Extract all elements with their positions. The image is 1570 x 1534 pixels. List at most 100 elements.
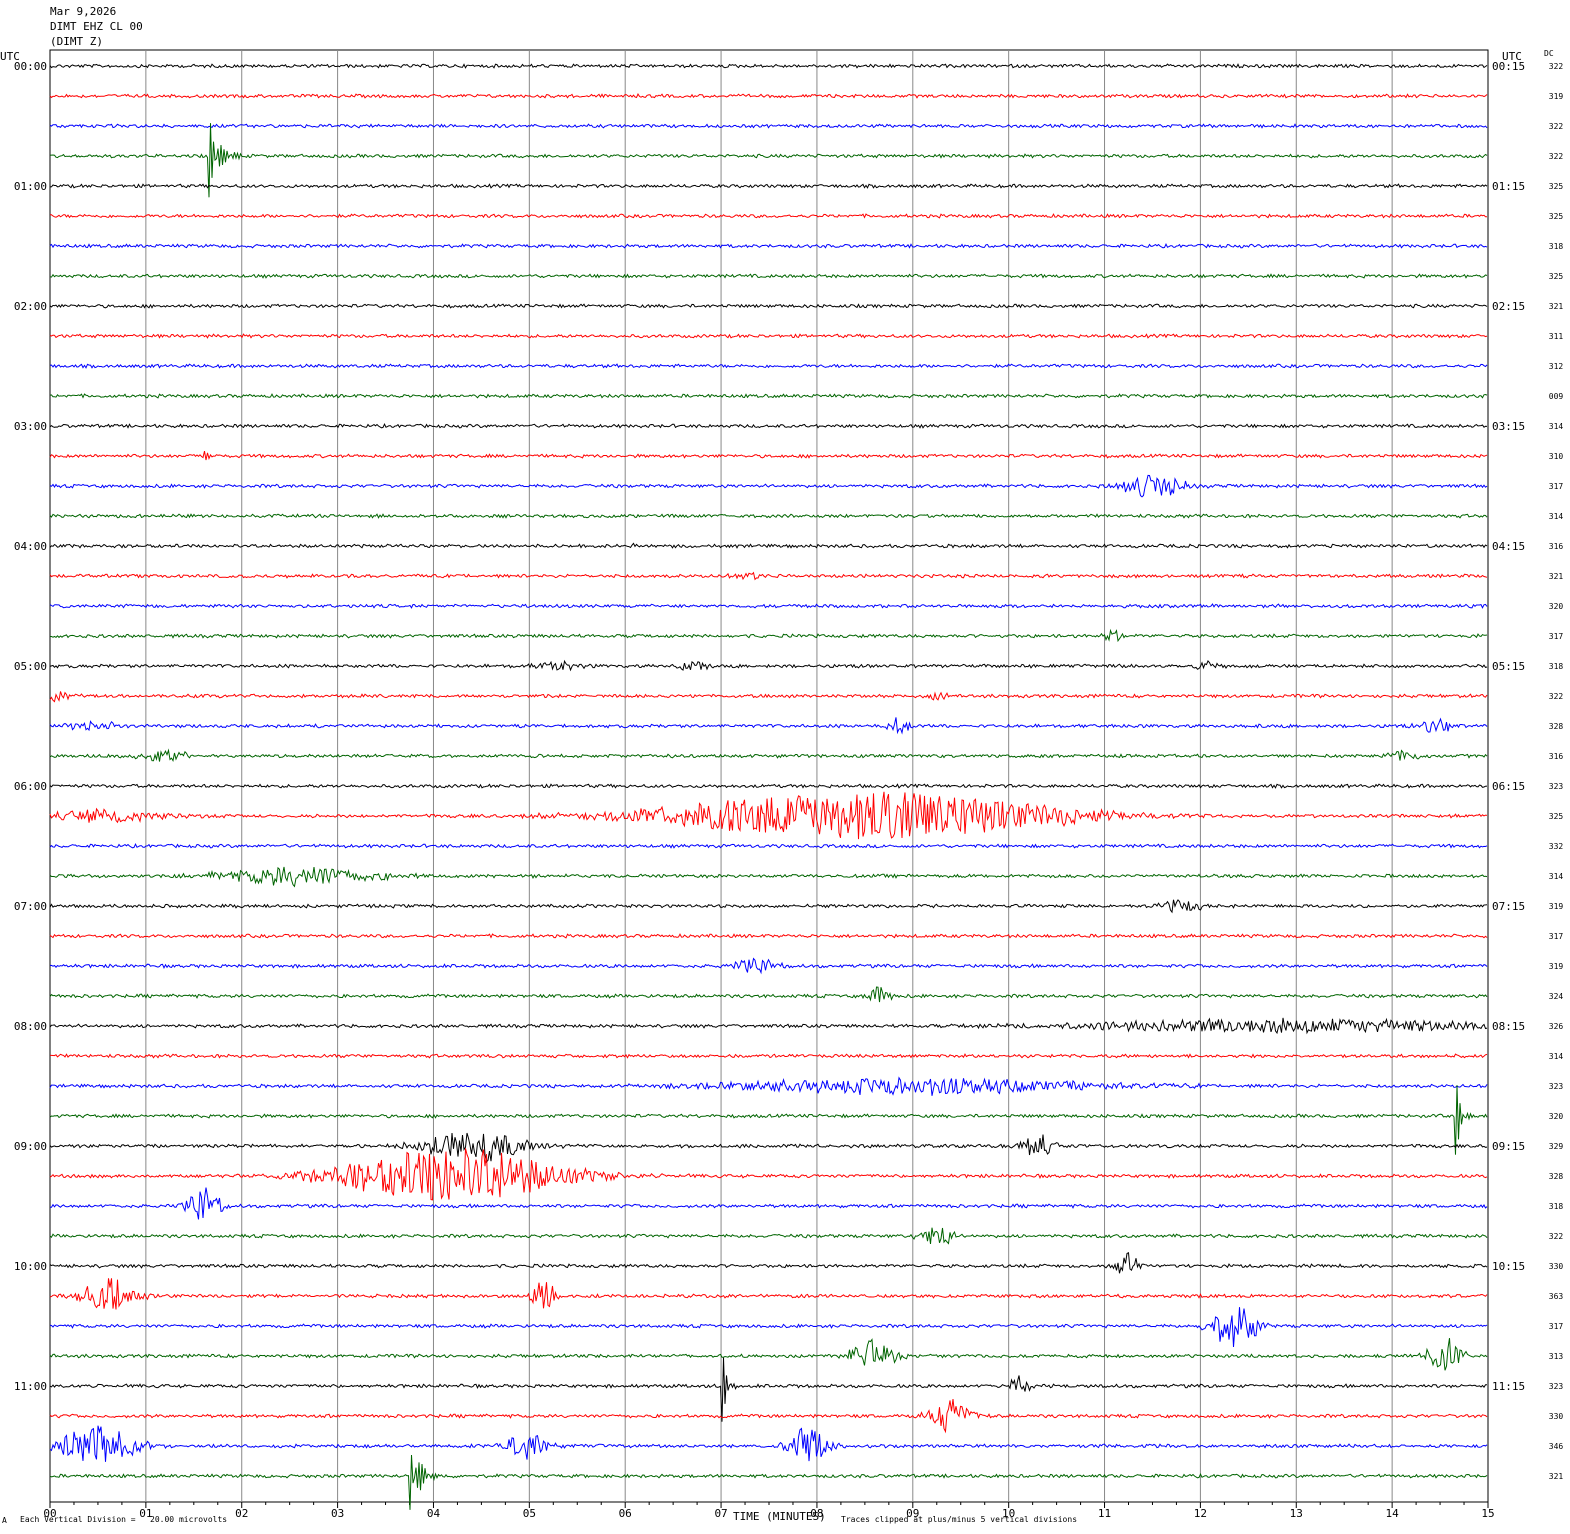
dc-value-label: 323 xyxy=(1549,782,1564,791)
trace-line xyxy=(49,243,1488,249)
dc-value-label: 320 xyxy=(1549,1112,1564,1121)
right-time-label: 00:15 xyxy=(1492,60,1525,73)
plot-frame xyxy=(49,49,1489,1503)
trace-line xyxy=(49,63,1488,69)
scale-note: Each Vertical Division = 20.00 microvolt… xyxy=(20,1515,228,1524)
plot-date: Mar 9,2026 xyxy=(50,5,117,18)
left-time-label: 04:00 xyxy=(14,540,47,553)
left-time-label: 09:00 xyxy=(14,1140,47,1153)
trace-line xyxy=(49,363,1488,369)
trace-line xyxy=(49,986,1488,1003)
dc-value-label: 316 xyxy=(1549,752,1564,761)
dc-value-label: 322 xyxy=(1549,692,1564,701)
trace-line xyxy=(49,183,1488,189)
dc-value-label: 325 xyxy=(1549,212,1564,221)
right-time-label: 08:15 xyxy=(1492,1020,1525,1033)
x-tick-label: 06 xyxy=(619,1507,632,1520)
dc-value-label: 332 xyxy=(1549,842,1564,851)
x-tick-label: 01 xyxy=(139,1507,152,1520)
right-axis-title: UTC xyxy=(1502,50,1522,63)
right-time-label: 04:15 xyxy=(1492,540,1525,553)
trace-line xyxy=(49,866,1488,888)
dc-value-label: 313 xyxy=(1549,1352,1564,1361)
dc-value-label: 322 xyxy=(1549,1232,1564,1241)
dc-value-label: 319 xyxy=(1549,902,1564,911)
trace-line xyxy=(49,571,1488,581)
trace-line xyxy=(49,303,1488,309)
trace-line xyxy=(49,393,1488,399)
dc-value-label: 323 xyxy=(1549,1082,1564,1091)
trace-line xyxy=(49,1085,1488,1155)
trace-line xyxy=(49,748,1488,762)
right-time-label: 02:15 xyxy=(1492,300,1525,313)
station-code: DIMT EHZ CL 00 xyxy=(50,20,143,33)
dc-value-label: 325 xyxy=(1549,272,1564,281)
dc-value-label: 321 xyxy=(1549,302,1564,311)
dc-value-label: 323 xyxy=(1549,1382,1564,1391)
trace-line xyxy=(49,333,1488,339)
x-tick-label: 10 xyxy=(1002,1507,1015,1520)
dc-header: DC xyxy=(1544,49,1554,58)
dc-value-label: 317 xyxy=(1549,482,1564,491)
trace-line xyxy=(49,957,1488,975)
left-time-label: 10:00 xyxy=(14,1260,47,1273)
dc-value-label: 363 xyxy=(1549,1292,1564,1301)
trace-line xyxy=(49,791,1488,840)
trace-line xyxy=(49,1338,1488,1371)
dc-value-label: 318 xyxy=(1549,662,1564,671)
trace-line xyxy=(49,1017,1488,1035)
dc-value-label: 310 xyxy=(1549,452,1564,461)
dc-value-label: 322 xyxy=(1549,122,1564,131)
x-tick-label: 13 xyxy=(1290,1507,1303,1520)
trace-line xyxy=(49,1425,1488,1462)
left-time-label: 00:00 xyxy=(14,60,47,73)
trace-line xyxy=(49,93,1488,99)
dc-value-label: 325 xyxy=(1549,182,1564,191)
x-tick-label: 11 xyxy=(1098,1507,1111,1520)
x-tick-label: 02 xyxy=(235,1507,248,1520)
dc-value-label: 324 xyxy=(1549,992,1564,1001)
left-time-label: 11:00 xyxy=(14,1380,47,1393)
dc-value-label: 319 xyxy=(1549,962,1564,971)
trace-line xyxy=(49,542,1488,549)
dc-value-label: 328 xyxy=(1549,722,1564,731)
x-tick-label: 03 xyxy=(331,1507,344,1520)
left-time-label: 07:00 xyxy=(14,900,47,913)
dc-value-label: 321 xyxy=(1549,572,1564,581)
x-tick-label: 00 xyxy=(43,1507,56,1520)
dc-value-label: 314 xyxy=(1549,872,1564,881)
dc-value-label: 318 xyxy=(1549,1202,1564,1211)
dc-value-label: 322 xyxy=(1549,62,1564,71)
trace-line xyxy=(49,843,1488,849)
dc-value-label: 314 xyxy=(1549,512,1564,521)
dc-value-label: 326 xyxy=(1549,1022,1564,1031)
trace-line xyxy=(49,1357,1487,1422)
right-time-label: 09:15 xyxy=(1492,1140,1525,1153)
dc-value-label: 346 xyxy=(1549,1442,1564,1451)
dc-value-label: 318 xyxy=(1549,242,1564,251)
trace-line xyxy=(49,603,1488,609)
trace-line xyxy=(49,474,1488,498)
right-time-label: 06:15 xyxy=(1492,780,1525,793)
dc-value-label: 325 xyxy=(1549,812,1564,821)
x-tick-label: 12 xyxy=(1194,1507,1207,1520)
trace-line xyxy=(49,1307,1488,1348)
dc-value-label: 317 xyxy=(1549,932,1564,941)
trace-line xyxy=(50,628,1488,643)
dc-value-label: 312 xyxy=(1549,362,1564,371)
dc-value-label: 314 xyxy=(1549,422,1564,431)
right-time-label: 10:15 xyxy=(1492,1260,1525,1273)
right-time-label: 01:15 xyxy=(1492,180,1525,193)
right-time-label: 11:15 xyxy=(1492,1380,1525,1393)
trace-line xyxy=(49,1227,1488,1245)
trace-line xyxy=(49,273,1488,279)
x-tick-label: 04 xyxy=(427,1507,441,1520)
trace-line xyxy=(49,450,1488,461)
left-time-label: 03:00 xyxy=(14,420,47,433)
dc-value-label: 311 xyxy=(1549,332,1564,341)
dc-value-label: 317 xyxy=(1549,632,1564,641)
x-tick-label: 09 xyxy=(906,1507,919,1520)
dc-value-label: 319 xyxy=(1549,92,1564,101)
left-axis-title: UTC xyxy=(0,50,20,63)
